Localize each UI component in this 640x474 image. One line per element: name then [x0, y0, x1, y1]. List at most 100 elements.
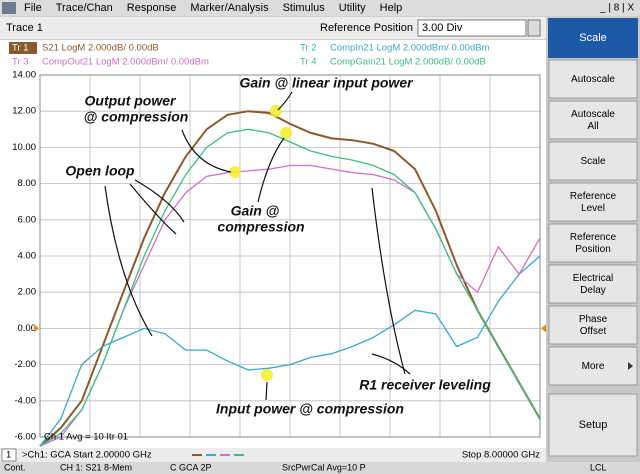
softkey-label: Autoscale: [571, 109, 615, 120]
arrow: [104, 185, 153, 337]
menu-bar: [0, 0, 640, 16]
softkey-label: Position: [575, 244, 611, 255]
y-tick-label: 14.00: [12, 70, 36, 81]
start-frequency: >Ch1: GCA Start 2.00000 GHz: [22, 450, 152, 461]
y-tick-label: -6.00: [14, 432, 36, 443]
field-value: 3.00 Div: [422, 22, 463, 34]
legend-label: CompOut21 LogM 2.000dBm/ 0.00dBm: [42, 57, 209, 68]
menu-item[interactable]: Marker/Analysis: [190, 2, 269, 14]
softkey[interactable]: [548, 346, 638, 386]
menu-item[interactable]: Utility: [339, 2, 366, 14]
arrow: [371, 187, 406, 375]
softkey[interactable]: [548, 100, 638, 140]
legend-tag: Tr 4: [300, 57, 317, 68]
menu-item[interactable]: File: [24, 2, 42, 14]
softkey-label: Phase: [579, 314, 608, 325]
annotation: Open loop: [65, 163, 135, 179]
softkey-label: Level: [581, 203, 605, 214]
status-field: C GCA 2P: [170, 462, 212, 472]
trace: [39, 255, 541, 447]
trace-selector[interactable]: Trace 1: [6, 22, 43, 34]
status-field: LCL: [590, 462, 607, 472]
softkey-label: More: [582, 361, 605, 372]
annotation: Gain @: [231, 203, 280, 219]
softkey-label: Electrical: [573, 273, 614, 284]
annotation-arrows: [104, 91, 411, 401]
field-label: Reference Position: [320, 22, 413, 34]
highlight-marker: [280, 127, 292, 139]
highlight-marker: [229, 166, 241, 178]
trace: [39, 128, 541, 447]
annotation: Output power: [85, 93, 178, 109]
stimulus-bar: [0, 448, 546, 462]
app-icon: [2, 2, 16, 14]
arrow: [181, 129, 232, 173]
softkey[interactable]: [548, 59, 638, 99]
highlight-marker: [261, 369, 273, 381]
menu-item[interactable]: Trace/Chan: [56, 2, 113, 14]
softkey[interactable]: [548, 264, 638, 304]
softkey-label: All: [587, 121, 598, 132]
arrow: [277, 91, 293, 111]
status-field: SrcPwrCal Avg=10 P: [282, 462, 366, 472]
softkey[interactable]: [548, 141, 638, 181]
annotation: R1 receiver leveling: [359, 377, 491, 393]
legend-label: CompIn21 LogM 2.000dBm/ 0.00dBm: [330, 43, 490, 54]
softkey-label: Offset: [580, 326, 607, 337]
y-tick-label: 0.00: [18, 323, 37, 334]
y-tick-label: 8.00: [18, 178, 37, 189]
annotation: Input power @ compression: [216, 401, 404, 417]
legend-label: CompGain21 LogM 2.000dB/ 0.00dB: [330, 57, 486, 68]
annotation: @ compression: [84, 109, 189, 125]
trace: [39, 110, 541, 447]
softkey-label: Reference: [570, 232, 617, 243]
stop-frequency: Stop 8.00000 GHz: [462, 450, 540, 461]
more-arrow: [628, 362, 633, 370]
menu-item[interactable]: Help: [380, 2, 403, 14]
y-tick-label: -2.00: [14, 359, 36, 370]
y-tick-label: 4.00: [18, 251, 37, 262]
softkey-label: Delay: [580, 285, 606, 296]
y-tick-label: 2.00: [18, 287, 37, 298]
highlight-marker: [270, 105, 282, 117]
legend-tag: Tr 3: [12, 57, 29, 68]
softkey-label: Setup: [579, 419, 608, 431]
softkey-title-bg: [548, 18, 638, 58]
y-tick-label: 6.00: [18, 214, 37, 225]
softkey[interactable]: [548, 305, 638, 345]
reference-marker: [34, 324, 39, 333]
toolbar: [0, 17, 546, 39]
legend-label: S21 LogM 2.000dB/ 0.00dB: [42, 43, 159, 54]
status-bar: [0, 462, 640, 474]
y-tick-label: -4.00: [14, 395, 36, 406]
reference-marker: [541, 324, 546, 333]
softkey-title: Scale: [579, 32, 607, 44]
softkey[interactable]: [548, 223, 638, 263]
window-controls[interactable]: _ | 8 | X: [599, 3, 634, 14]
status-field: Cont.: [4, 462, 26, 472]
y-tick-label: 12.00: [12, 106, 36, 117]
softkey-label: Scale: [580, 156, 605, 167]
field-input[interactable]: [417, 19, 527, 37]
arrow: [265, 381, 268, 401]
arrow: [371, 353, 411, 375]
arrow: [257, 137, 285, 203]
softkey-label: Reference: [570, 191, 617, 202]
menu-item[interactable]: Stimulus: [283, 2, 326, 14]
softkey[interactable]: [548, 182, 638, 222]
legend-tag: Tr 2: [300, 43, 317, 54]
arrow: [134, 179, 185, 223]
channel-box: [1, 448, 17, 462]
status-field: CH 1: S21 8-Mem: [60, 462, 132, 472]
softkey[interactable]: [548, 393, 638, 457]
legend-tag: Tr 1: [12, 43, 29, 54]
annotation: compression: [217, 219, 304, 235]
softkey-label: Autoscale: [571, 74, 615, 85]
y-tick-label: 10.00: [12, 142, 36, 153]
active-trace-box: [9, 42, 37, 54]
menu-item[interactable]: Response: [127, 2, 177, 14]
spin-button[interactable]: [527, 19, 541, 37]
arrow: [129, 183, 177, 235]
averaging-status: Ch 1 Avg = 10 Itr 01: [44, 432, 128, 443]
